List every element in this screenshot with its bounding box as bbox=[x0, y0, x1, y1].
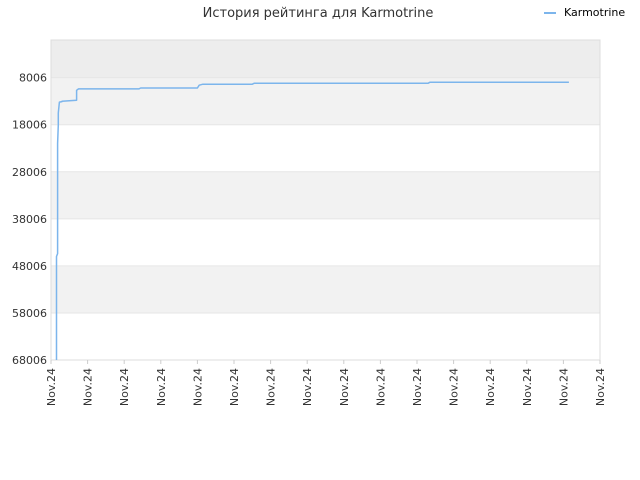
y-tick-label: 68006 bbox=[12, 354, 47, 367]
x-tick-label: Nov.24 bbox=[521, 368, 534, 406]
grid-lines bbox=[51, 77, 600, 361]
y-tick-label: 38006 bbox=[12, 213, 47, 226]
x-tick-label: Nov.24 bbox=[594, 368, 607, 406]
plot-band bbox=[51, 171, 600, 219]
series-layer bbox=[55, 81, 569, 360]
x-tick-label: Nov.24 bbox=[191, 368, 204, 406]
x-tick-label: Nov.24 bbox=[338, 368, 351, 406]
x-tick-label: Nov.24 bbox=[265, 368, 278, 406]
y-tick-label: 28006 bbox=[12, 166, 47, 179]
chart-title: История рейтинга для Karmotrine bbox=[203, 6, 434, 21]
plot-band bbox=[51, 40, 600, 78]
y-tick-label: 58006 bbox=[12, 307, 47, 320]
y-axis-ticks: 8006 18006 28006 38006 48006 58006 68006 bbox=[12, 72, 47, 367]
plot-band bbox=[51, 265, 600, 313]
x-tick-label: Nov.24 bbox=[301, 368, 314, 406]
legend[interactable]: Karmotrine bbox=[544, 6, 625, 19]
plot-bands bbox=[51, 40, 600, 313]
x-tick-label: Nov.24 bbox=[374, 368, 387, 406]
x-tick-label: Nov.24 bbox=[45, 368, 58, 406]
series-line-karmotrine[interactable] bbox=[55, 81, 569, 360]
x-tick-label: Nov.24 bbox=[557, 368, 570, 406]
legend-label-karmotrine[interactable]: Karmotrine bbox=[564, 6, 625, 19]
x-tick-label: Nov.24 bbox=[484, 368, 497, 406]
x-axis-ticks: Nov.24 Nov.24 Nov.24 Nov.24 Nov.24 Nov.24 Nov.… bbox=[45, 360, 607, 406]
x-tick-label: Nov.24 bbox=[411, 368, 424, 406]
x-tick-label: Nov.24 bbox=[118, 368, 131, 406]
x-tick-label: Nov.24 bbox=[228, 368, 241, 406]
x-tick-label: Nov.24 bbox=[448, 368, 461, 406]
x-tick-label: Nov.24 bbox=[82, 368, 95, 406]
y-tick-label: 48006 bbox=[12, 260, 47, 273]
y-tick-label: 8006 bbox=[19, 72, 47, 85]
x-tick-label: Nov.24 bbox=[155, 368, 168, 406]
plot-band bbox=[51, 77, 600, 125]
y-tick-label: 18006 bbox=[12, 119, 47, 132]
plot-border bbox=[50, 39, 601, 361]
